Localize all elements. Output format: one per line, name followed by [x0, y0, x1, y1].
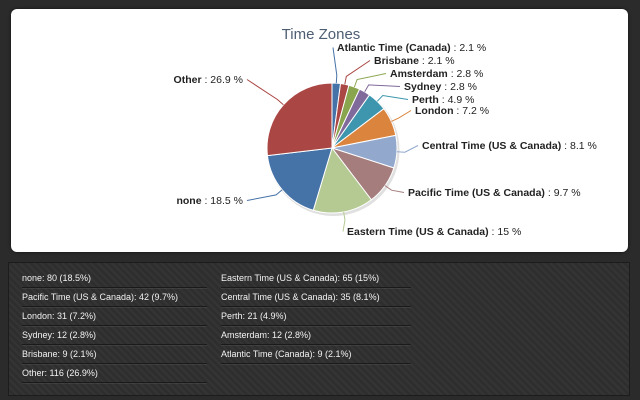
pie-slice[interactable] [266, 82, 333, 157]
slice-label: none : 18.5 % [176, 195, 243, 207]
slice-label: Eastern Time (US & Canada) : 15 % [347, 226, 521, 238]
data-row: Central Time (US & Canada): 35 (8.1%) [221, 288, 411, 307]
data-row: Sydney: 12 (2.8%) [22, 326, 207, 345]
data-row: Pacific Time (US & Canada): 42 (9.7%) [22, 288, 207, 307]
pie-chart: Time Zones Atlantic Time (Canada) : 2.1 … [174, 26, 597, 238]
data-row: Amsterdam: 12 (2.8%) [221, 326, 411, 345]
pie-slice[interactable] [312, 146, 373, 214]
slice-label: Brisbane : 2.1 % [374, 55, 455, 67]
leader-line [344, 60, 371, 85]
data-table-panel: none: 80 (18.5%) Pacific Time (US & Cana… [8, 262, 630, 396]
leader-line [391, 110, 412, 122]
leader-line [396, 145, 419, 153]
slice-label: Pacific Time (US & Canada) : 9.7 % [408, 187, 581, 199]
slice-label: Perth : 4.9 % [412, 94, 474, 106]
chart-panel: Time Zones Atlantic Time (Canada) : 2.1 … [11, 9, 628, 252]
slice-label: Sydney : 2.8 % [404, 81, 477, 93]
data-row: Brisbane: 9 (2.1%) [22, 345, 207, 364]
slice-label: Other : 26.9 % [174, 74, 243, 86]
data-row: Perth: 21 (4.9%) [221, 307, 411, 326]
slice-label: Central Time (US & Canada) : 8.1 % [422, 140, 597, 152]
data-row: Eastern Time (US & Canada): 65 (15%) [221, 269, 411, 288]
pie-slice[interactable] [266, 147, 333, 211]
leader-line [342, 211, 346, 232]
slice-label: Atlantic Time (Canada) : 2.1 % [337, 42, 486, 54]
chart-title: Time Zones [282, 26, 361, 43]
leader-line [376, 94, 409, 102]
leader-line [246, 79, 284, 106]
leader-line [384, 185, 405, 193]
leader-line [246, 189, 283, 201]
leader-line [353, 73, 387, 88]
data-column-left: none: 80 (18.5%) Pacific Time (US & Cana… [22, 269, 207, 383]
leader-line [332, 47, 338, 84]
data-row: London: 31 (7.2%) [22, 307, 207, 326]
data-column-right: Eastern Time (US & Canada): 65 (15%) Cen… [221, 269, 411, 364]
data-row: none: 80 (18.5%) [22, 269, 207, 288]
data-row: Other: 116 (26.9%) [22, 364, 207, 383]
slice-label: London : 7.2 % [415, 105, 489, 117]
slice-label: Amsterdam : 2.8 % [390, 68, 483, 80]
data-row: Atlantic Time (Canada): 9 (2.1%) [221, 345, 411, 364]
leader-line [364, 84, 401, 93]
